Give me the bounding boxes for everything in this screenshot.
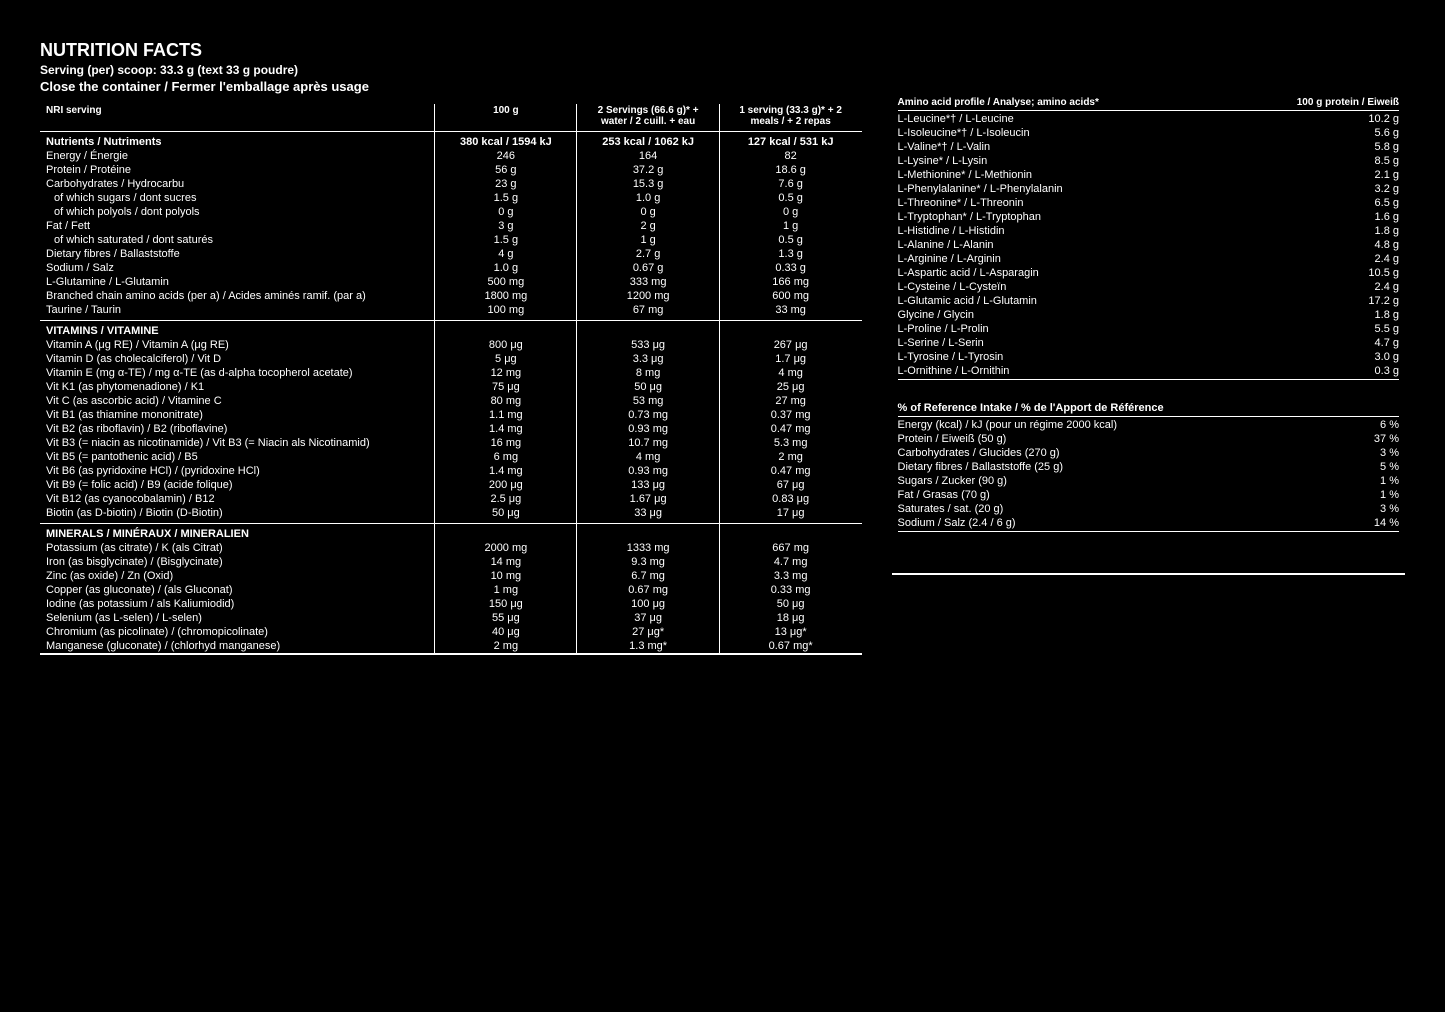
table-row: Iron (as bisglycinate) / (Bisglycinate)1…: [40, 555, 862, 569]
table-row: Fat / Fett3 g2 g1 g: [40, 219, 862, 233]
table-row: Iodine (as potassium / als Kaliumiodid)1…: [40, 597, 862, 611]
table-row: L-Serine / L-Serin4.7 g: [892, 336, 1405, 350]
column-headers-row: NRI serving 100 g 2 Servings (66.6 g)* +…: [40, 104, 862, 132]
table-row: Dietary fibres / Ballaststoffe (25 g)5 %: [892, 460, 1405, 474]
minerals-header-row: MINERALS / MINÉRAUX / MINERALIEN: [40, 524, 862, 542]
table-row: L-Threonine* / L-Threonin6.5 g: [892, 196, 1405, 210]
table-row: L-Histidine / L-Histidin1.8 g: [892, 224, 1405, 238]
table-row: L-Valine*† / L-Valin5.8 g: [892, 140, 1405, 154]
table-row: L-Tryptophan* / L-Tryptophan1.6 g: [892, 210, 1405, 224]
col-hdr-2: 2 Servings (66.6 g)* + water / 2 cuill. …: [577, 104, 719, 132]
table-row: Vit B5 (= pantothenic acid) / B56 mg4 mg…: [40, 450, 862, 464]
amino-hdr-1: Amino acid profile / Analyse; amino acid…: [892, 96, 1226, 109]
nri-label: NRI serving: [40, 104, 435, 132]
table-row: L-Cysteine / L-Cysteïn2.4 g: [892, 280, 1405, 294]
table-row: L-Isoleucine*† / L-Isoleucin5.6 g: [892, 126, 1405, 140]
table-row: Biotin (as D-biotin) / Biotin (D-Biotin)…: [40, 506, 862, 524]
table-row: Glycine / Glycin1.8 g: [892, 308, 1405, 322]
rda-header-row: % of Reference Intake / % de l'Apport de…: [892, 401, 1405, 415]
table-row: Energy / Énergie24616482: [40, 149, 862, 163]
table-row: L-Methionine* / L-Methionin2.1 g: [892, 168, 1405, 182]
table-row: Vit B2 (as riboflavin) / B2 (riboflavine…: [40, 422, 862, 436]
table-row: Taurine / Taurin100 mg67 mg33 mg: [40, 303, 862, 321]
table-row: Vit B1 (as thiamine mononitrate)1.1 mg0.…: [40, 408, 862, 422]
right-bottom-rule: [892, 573, 1405, 575]
table-row: Vitamin E (mg α-TE) / mg α-TE (as d-alph…: [40, 366, 862, 380]
table-row: Sugars / Zucker (90 g)1 %: [892, 474, 1405, 488]
table-row: Vit B3 (= niacin as nicotinamide) / Vit …: [40, 436, 862, 450]
table-row: Vit B12 (as cyanocobalamin) / B122.5 μg1…: [40, 492, 862, 506]
rda-rows: Energy (kcal) / kJ (pour un régime 2000 …: [892, 418, 1405, 530]
table-row: Vitamin A (μg RE) / Vitamin A (μg RE)800…: [40, 338, 862, 352]
table-row: Vit B9 (= folic acid) / B9 (acide foliqu…: [40, 478, 862, 492]
table-row: Manganese (gluconate) / (chlorhyd mangan…: [40, 639, 862, 653]
nutrients-rows: Energy / Énergie24616482Protein / Protéi…: [40, 149, 862, 321]
table-row: L-Leucine*† / L-Leucine10.2 g: [892, 112, 1405, 126]
table-row: L-Ornithine / L-Ornithin0.3 g: [892, 364, 1405, 378]
table-row: of which sugars / dont sucres1.5 g1.0 g0…: [40, 191, 862, 205]
table-row: Dietary fibres / Ballaststoffe4 g2.7 g1.…: [40, 247, 862, 261]
table-row: L-Proline / L-Prolin5.5 g: [892, 322, 1405, 336]
table-row: Selenium (as L-selen) / L-selen)55 μg37 …: [40, 611, 862, 625]
table-row: Potassium (as citrate) / K (als Citrat)2…: [40, 541, 862, 555]
right-column: Amino acid profile / Analyse; amino acid…: [892, 40, 1405, 655]
amino-hdr-2: 100 g protein / Eiweiß: [1226, 96, 1405, 109]
table-row: Vitamin D (as cholecalciferol) / Vit D5 …: [40, 352, 862, 366]
col-hdr-1: 100 g: [435, 104, 577, 132]
nri-values-row: Nutrients / Nutriments 380 kcal / 1594 k…: [40, 132, 862, 150]
col-hdr-3: 1 serving (33.3 g)* + 2 meals / + 2 repa…: [719, 104, 861, 132]
table-row: Protein / Eiweiß (50 g)37 %: [892, 432, 1405, 446]
table-row: Chromium (as picolinate) / (chromopicoli…: [40, 625, 862, 639]
main-nutrition-table: NRI serving 100 g 2 Servings (66.6 g)* +…: [40, 104, 862, 653]
table-row: L-Glutamic acid / L-Glutamin17.2 g: [892, 294, 1405, 308]
table-row: Sodium / Salz (2.4 / 6 g)14 %: [892, 516, 1405, 530]
table-row: Protein / Protéine56 g37.2 g18.6 g: [40, 163, 862, 177]
amino-header-row: Amino acid profile / Analyse; amino acid…: [892, 96, 1405, 109]
table-row: L-Alanine / L-Alanin4.8 g: [892, 238, 1405, 252]
table-row: Fat / Grasas (70 g)1 %: [892, 488, 1405, 502]
table-row: Energy (kcal) / kJ (pour un régime 2000 …: [892, 418, 1405, 432]
table-row: L-Lysine* / L-Lysin8.5 g: [892, 154, 1405, 168]
table-row: Branched chain amino acids (per a) / Aci…: [40, 289, 862, 303]
closure-line: Close the container / Fermer l'emballage…: [40, 79, 862, 94]
table-row: Carbohydrates / Glucides (270 g)3 %: [892, 446, 1405, 460]
nutrients-hdr: Nutrients / Nutriments: [40, 132, 435, 150]
table-row: Vit B6 (as pyridoxine HCl) / (pyridoxine…: [40, 464, 862, 478]
table-row: L-Tyrosine / L-Tyrosin3.0 g: [892, 350, 1405, 364]
table-row: Vit K1 (as phytomenadione) / K175 μg50 μ…: [40, 380, 862, 394]
table-row: Vit C (as ascorbic acid) / Vitamine C80 …: [40, 394, 862, 408]
minerals-rows: Potassium (as citrate) / K (als Citrat)2…: [40, 541, 862, 653]
nutrition-facts-panel: NUTRITION FACTS Serving (per) scoop: 33.…: [40, 40, 1405, 655]
table-row: L-Glutamine / L-Glutamin500 mg333 mg166 …: [40, 275, 862, 289]
rda-table: % of Reference Intake / % de l'Apport de…: [892, 401, 1405, 533]
amino-rows: L-Leucine*† / L-Leucine10.2 gL-Isoleucin…: [892, 112, 1405, 378]
table-row: Carbohydrates / Hydrocarbu23 g15.3 g7.6 …: [40, 177, 862, 191]
vitamins-header-row: VITAMINS / VITAMINE: [40, 321, 862, 339]
serving-line: Serving (per) scoop: 33.3 g (text 33 g p…: [40, 63, 862, 77]
table-row: Copper (as gluconate) / (als Gluconat)1 …: [40, 583, 862, 597]
table-row: L-Phenylalanine* / L-Phenylalanin3.2 g: [892, 182, 1405, 196]
table-row: Sodium / Salz1.0 g0.67 g0.33 g: [40, 261, 862, 275]
table-row: of which saturated / dont saturés1.5 g1 …: [40, 233, 862, 247]
title: NUTRITION FACTS: [40, 40, 862, 61]
bottom-rule: [40, 653, 862, 655]
table-row: Saturates / sat. (20 g)3 %: [892, 502, 1405, 516]
table-row: L-Arginine / L-Arginin2.4 g: [892, 252, 1405, 266]
left-column: NUTRITION FACTS Serving (per) scoop: 33.…: [40, 40, 862, 655]
table-row: L-Aspartic acid / L-Asparagin10.5 g: [892, 266, 1405, 280]
table-row: of which polyols / dont polyols0 g0 g0 g: [40, 205, 862, 219]
vitamins-rows: Vitamin A (μg RE) / Vitamin A (μg RE)800…: [40, 338, 862, 524]
table-row: Zinc (as oxide) / Zn (Oxid)10 mg6.7 mg3.…: [40, 569, 862, 583]
rda-hdr: % of Reference Intake / % de l'Apport de…: [892, 401, 1405, 415]
amino-acid-table: Amino acid profile / Analyse; amino acid…: [892, 96, 1405, 381]
